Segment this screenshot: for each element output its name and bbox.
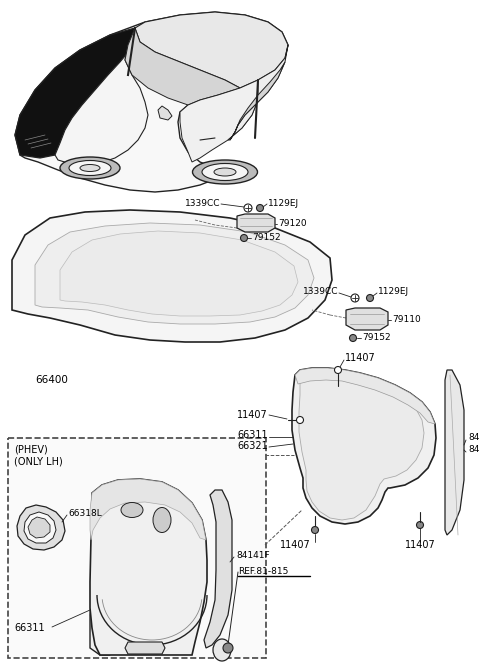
Circle shape [244,204,252,212]
Circle shape [349,334,357,342]
FancyBboxPatch shape [8,438,266,658]
Polygon shape [28,517,50,538]
Text: 84141F: 84141F [468,434,480,442]
Polygon shape [125,28,240,105]
Polygon shape [230,62,285,140]
Ellipse shape [214,168,236,176]
Ellipse shape [153,508,171,532]
Text: 79120: 79120 [278,219,307,229]
Polygon shape [299,372,424,520]
Text: 1339CC: 1339CC [302,287,338,297]
Text: 1129EJ: 1129EJ [378,287,409,297]
Polygon shape [90,479,207,655]
Polygon shape [346,308,388,330]
Polygon shape [295,368,435,424]
Polygon shape [90,494,200,655]
Text: (ONLY LH): (ONLY LH) [14,457,63,467]
Ellipse shape [80,165,100,171]
Polygon shape [445,370,464,535]
Text: 84141F: 84141F [236,550,270,560]
Polygon shape [12,210,332,342]
Text: 11407: 11407 [237,410,268,420]
Text: 11407: 11407 [345,353,376,363]
Text: 79110: 79110 [392,315,421,325]
Text: 1129EJ: 1129EJ [268,199,299,209]
Polygon shape [135,12,288,88]
Polygon shape [292,368,436,524]
Polygon shape [158,106,172,120]
Text: REF.81-815: REF.81-815 [238,568,288,576]
Polygon shape [228,45,288,140]
Polygon shape [204,490,232,648]
Polygon shape [24,512,56,543]
Ellipse shape [213,639,231,661]
Ellipse shape [60,157,120,179]
Text: 66318L: 66318L [68,508,102,518]
Polygon shape [35,223,314,324]
Text: (PHEV): (PHEV) [14,445,48,455]
Circle shape [256,205,264,211]
Ellipse shape [121,502,143,518]
Text: 11407: 11407 [405,540,435,550]
Polygon shape [55,28,148,165]
Circle shape [240,235,248,241]
Polygon shape [90,479,206,540]
Polygon shape [237,214,275,232]
Polygon shape [17,505,65,550]
Polygon shape [125,642,165,654]
Text: 1339CC: 1339CC [184,199,220,209]
Circle shape [335,366,341,374]
Text: 66321: 66321 [237,441,268,451]
Text: 11407: 11407 [280,540,311,550]
Circle shape [367,295,373,301]
Ellipse shape [192,160,257,184]
Polygon shape [60,231,298,316]
Circle shape [297,416,303,424]
Polygon shape [15,28,135,158]
Text: 66311: 66311 [14,623,45,633]
Text: 66311: 66311 [238,430,268,440]
Text: 79152: 79152 [252,233,281,243]
Text: 66400: 66400 [35,375,68,385]
Circle shape [223,643,233,653]
Ellipse shape [69,161,111,175]
Ellipse shape [202,163,248,181]
Circle shape [312,526,319,534]
Text: 79152: 79152 [362,334,391,342]
Text: 84142F: 84142F [468,446,480,454]
Polygon shape [180,80,258,162]
Circle shape [351,294,359,302]
Circle shape [417,522,423,528]
Polygon shape [15,12,288,192]
